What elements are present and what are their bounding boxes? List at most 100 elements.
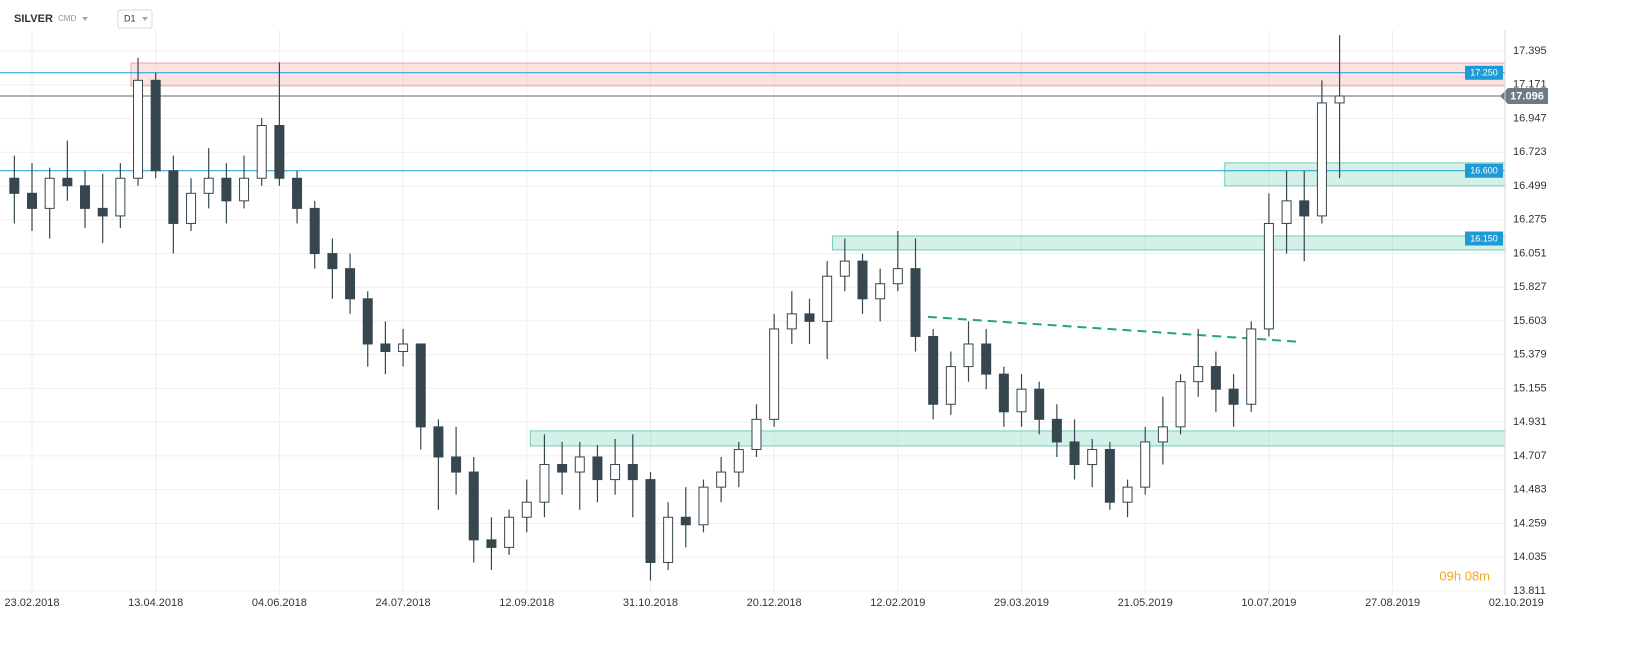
y-tick-label: 17.395 — [1513, 45, 1547, 57]
candle-body — [557, 464, 568, 473]
level-tag — [1465, 163, 1503, 178]
candle-body — [44, 177, 55, 209]
candle-body — [521, 501, 532, 518]
candle-body — [910, 268, 921, 337]
candle-body — [150, 79, 161, 172]
level-tag — [1465, 231, 1503, 246]
y-tick-label: 16.275 — [1513, 214, 1547, 226]
y-tick-label: 16.723 — [1513, 146, 1547, 158]
candle-body — [698, 486, 709, 526]
candle-body — [274, 125, 285, 179]
x-tick-label: 02.10.2019 — [1489, 597, 1544, 609]
candle-body — [256, 125, 267, 179]
zone — [529, 430, 1506, 447]
candle-body — [203, 177, 214, 194]
last-price-label: 17.096 — [1510, 90, 1544, 102]
candle-body — [680, 516, 691, 526]
candle-body — [839, 260, 850, 277]
candle-body — [804, 313, 815, 322]
zones — [130, 62, 1506, 447]
x-tick-label: 23.02.2018 — [4, 597, 59, 609]
candle-body — [1104, 448, 1115, 503]
level-tag — [1465, 65, 1503, 80]
x-tick-label: 27.08.2019 — [1365, 597, 1420, 609]
candle-body — [645, 479, 656, 563]
candle-body — [80, 185, 91, 209]
candle-body — [1175, 381, 1186, 428]
candle-body — [1281, 200, 1292, 224]
candle-body — [945, 366, 956, 405]
candle-body — [1299, 200, 1310, 217]
candle-body — [1034, 388, 1045, 420]
candle-body — [221, 177, 232, 202]
market: CMD — [58, 14, 76, 23]
candle-body — [97, 207, 108, 217]
x-tick-label: 29.03.2019 — [994, 597, 1049, 609]
candle-body — [62, 177, 73, 187]
x-tick-label: 24.07.2018 — [376, 597, 431, 609]
candle-body — [1316, 102, 1327, 217]
candle-body — [486, 539, 497, 548]
countdown: 09h 08m — [1439, 568, 1490, 583]
candle-body — [1210, 366, 1221, 390]
candle-body — [786, 313, 797, 330]
candle-body — [1334, 95, 1345, 104]
candle-body — [186, 192, 197, 224]
candle-body — [1087, 448, 1098, 466]
last-price-tag — [1500, 87, 1548, 104]
x-tick-label: 20.12.2018 — [747, 597, 802, 609]
candle-body — [468, 471, 479, 541]
dropdown-arrow[interactable] — [82, 17, 88, 21]
y-tick-label: 17.171 — [1513, 79, 1547, 91]
candle-body — [239, 177, 250, 202]
candle-body — [1246, 328, 1257, 405]
candle-body — [1051, 418, 1062, 443]
candle-body — [1157, 426, 1168, 443]
candle-body — [998, 373, 1009, 413]
candle-body — [433, 426, 444, 458]
zone — [831, 235, 1506, 251]
candle-body — [857, 260, 868, 300]
candle-body — [1263, 222, 1274, 330]
candle-body — [504, 516, 515, 548]
y-tick-label: 14.259 — [1513, 517, 1547, 529]
timeframe-box[interactable] — [117, 9, 153, 29]
candles — [9, 35, 1345, 581]
levels — [0, 72, 1505, 343]
candle-body — [115, 177, 126, 217]
candle-body — [345, 268, 356, 300]
y-tick-label: 14.707 — [1513, 450, 1547, 462]
y-tick-label: 14.483 — [1513, 484, 1547, 496]
y-tick-label: 16.051 — [1513, 247, 1547, 259]
candle-body — [309, 207, 320, 255]
candle-body — [168, 170, 179, 224]
x-tick-label: 12.09.2018 — [499, 597, 554, 609]
trendline — [927, 315, 1301, 343]
candle-body — [574, 456, 585, 473]
y-tick-label: 15.379 — [1513, 349, 1547, 361]
level-label: 17.250 — [1470, 68, 1498, 78]
y-tick-label: 16.947 — [1513, 112, 1547, 124]
candle-body — [380, 343, 391, 353]
y-tick-label: 15.603 — [1513, 315, 1547, 327]
timeframe[interactable]: D1 — [124, 13, 136, 23]
candle-body — [362, 298, 373, 345]
candle-body — [1140, 441, 1151, 488]
candle-body — [292, 177, 303, 209]
candle-body — [610, 464, 621, 481]
symbol: SILVER — [14, 13, 53, 25]
candle-body — [769, 328, 780, 420]
x-tick-label: 31.10.2018 — [623, 597, 678, 609]
candle-body — [1193, 366, 1204, 383]
x-tick-label: 04.06.2018 — [252, 597, 307, 609]
y-tick-label: 16.499 — [1513, 180, 1547, 192]
candle-body — [733, 448, 744, 473]
candle-body — [1069, 441, 1080, 466]
zone — [1224, 162, 1506, 187]
y-tick-label: 14.931 — [1513, 416, 1547, 428]
dropdown-arrow[interactable] — [142, 17, 148, 21]
y-tick-label: 15.827 — [1513, 281, 1547, 293]
x-tick-label: 12.02.2019 — [870, 597, 925, 609]
candle-body — [327, 253, 338, 270]
